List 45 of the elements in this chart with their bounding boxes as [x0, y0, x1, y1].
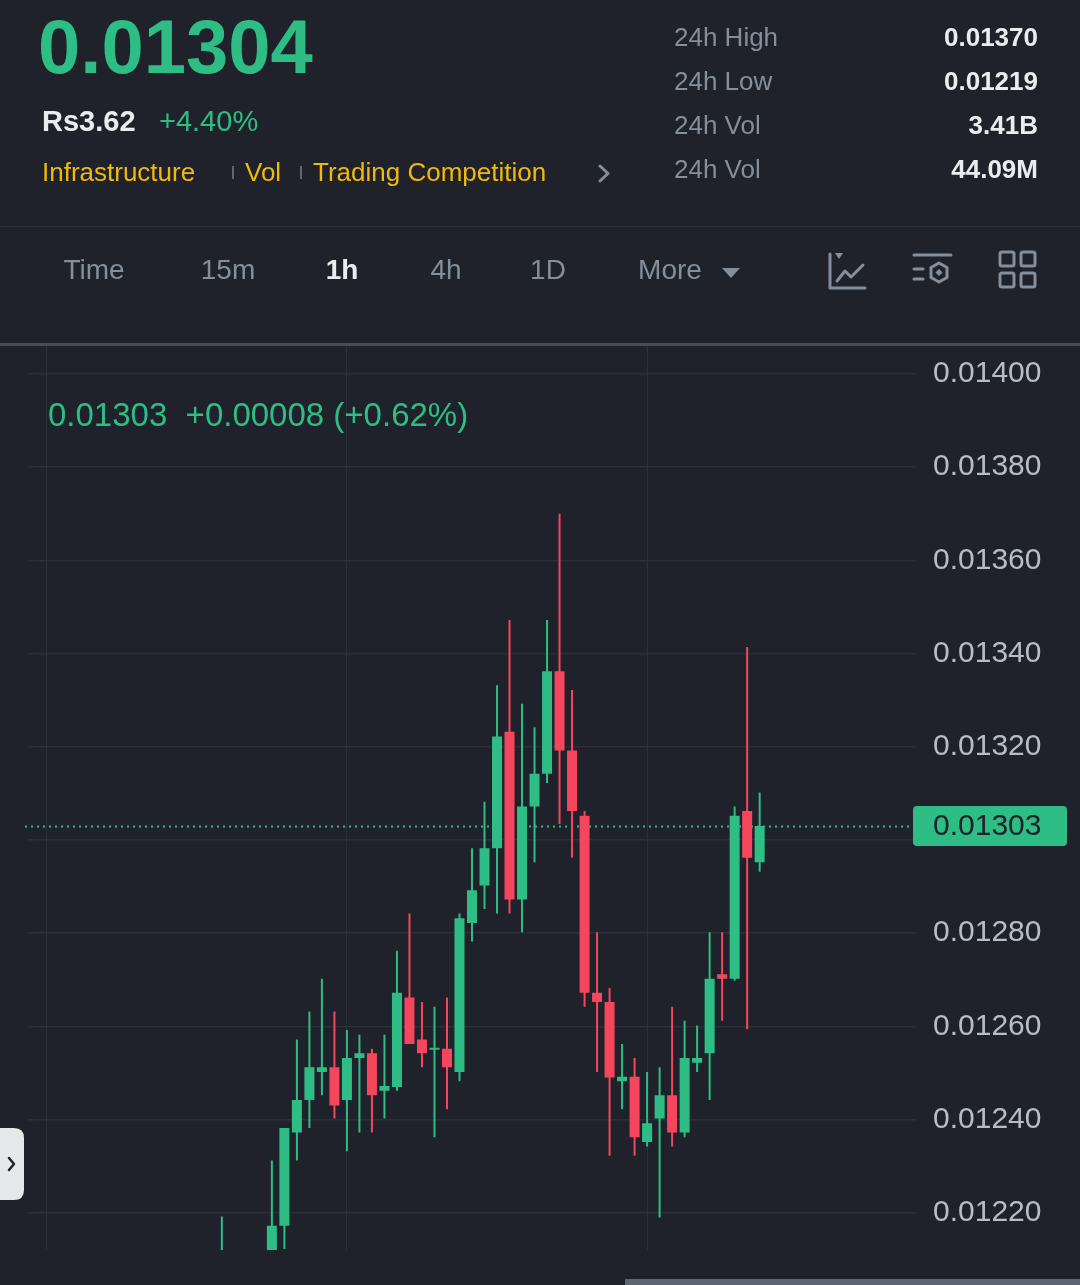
- candlestick: [316, 978, 327, 1096]
- candlestick: [354, 1034, 365, 1133]
- text: 0.01303 +0.00008 (+0.62%): [48, 395, 469, 433]
- candlestick: [642, 1072, 653, 1147]
- text: Trading Competition: [313, 157, 547, 187]
- text: 44.09M: [951, 154, 1038, 184]
- candlestick: [654, 1067, 665, 1218]
- text: 0.01219: [944, 66, 1038, 96]
- y-tick-label: 0.01380: [933, 448, 1042, 482]
- text: 4h: [430, 254, 462, 285]
- text: 24h Low: [674, 66, 773, 96]
- y-tick-label: 0.01400: [933, 355, 1042, 389]
- text: More: [638, 254, 702, 285]
- candlestick: [416, 1002, 427, 1068]
- y-tick-label: 0.01220: [933, 1193, 1042, 1227]
- y-tick-label: 0.01240: [933, 1100, 1042, 1134]
- text: Infrastructure: [42, 157, 196, 187]
- text: 1D: [530, 254, 566, 285]
- text: Time: [63, 254, 125, 285]
- candlestick: [592, 932, 603, 1072]
- y-tick-label: 0.01340: [933, 634, 1042, 668]
- y-tick-label: 0.01280: [933, 914, 1042, 948]
- candlestick: [692, 1025, 703, 1072]
- text: 1h: [325, 254, 359, 285]
- text: 24h High: [674, 22, 779, 52]
- y-tick-label: 0.01360: [933, 541, 1042, 575]
- y-tick-label: 0.01320: [933, 728, 1042, 762]
- y-tick-label: 0.01260: [933, 1007, 1042, 1041]
- candlestick: [379, 1034, 390, 1119]
- text: +4.40%: [159, 104, 259, 137]
- candlestick: [441, 997, 452, 1110]
- text: Rs3.62: [42, 104, 136, 137]
- text: 24h Vol: [674, 154, 761, 184]
- candlestick: [617, 1044, 628, 1110]
- text: 3.41B: [968, 110, 1038, 140]
- text: 15m: [200, 254, 256, 285]
- text: 24h Vol: [674, 110, 761, 140]
- text: Vol: [245, 157, 282, 187]
- candlestick: [429, 1006, 440, 1138]
- ref-line-label: 0.01303: [933, 808, 1042, 842]
- candlestick: [717, 932, 728, 1021]
- candlestick: [742, 647, 753, 1030]
- candlestick: [667, 1006, 678, 1147]
- text: 0.01304: [38, 4, 313, 89]
- text: 0.01370: [944, 22, 1038, 52]
